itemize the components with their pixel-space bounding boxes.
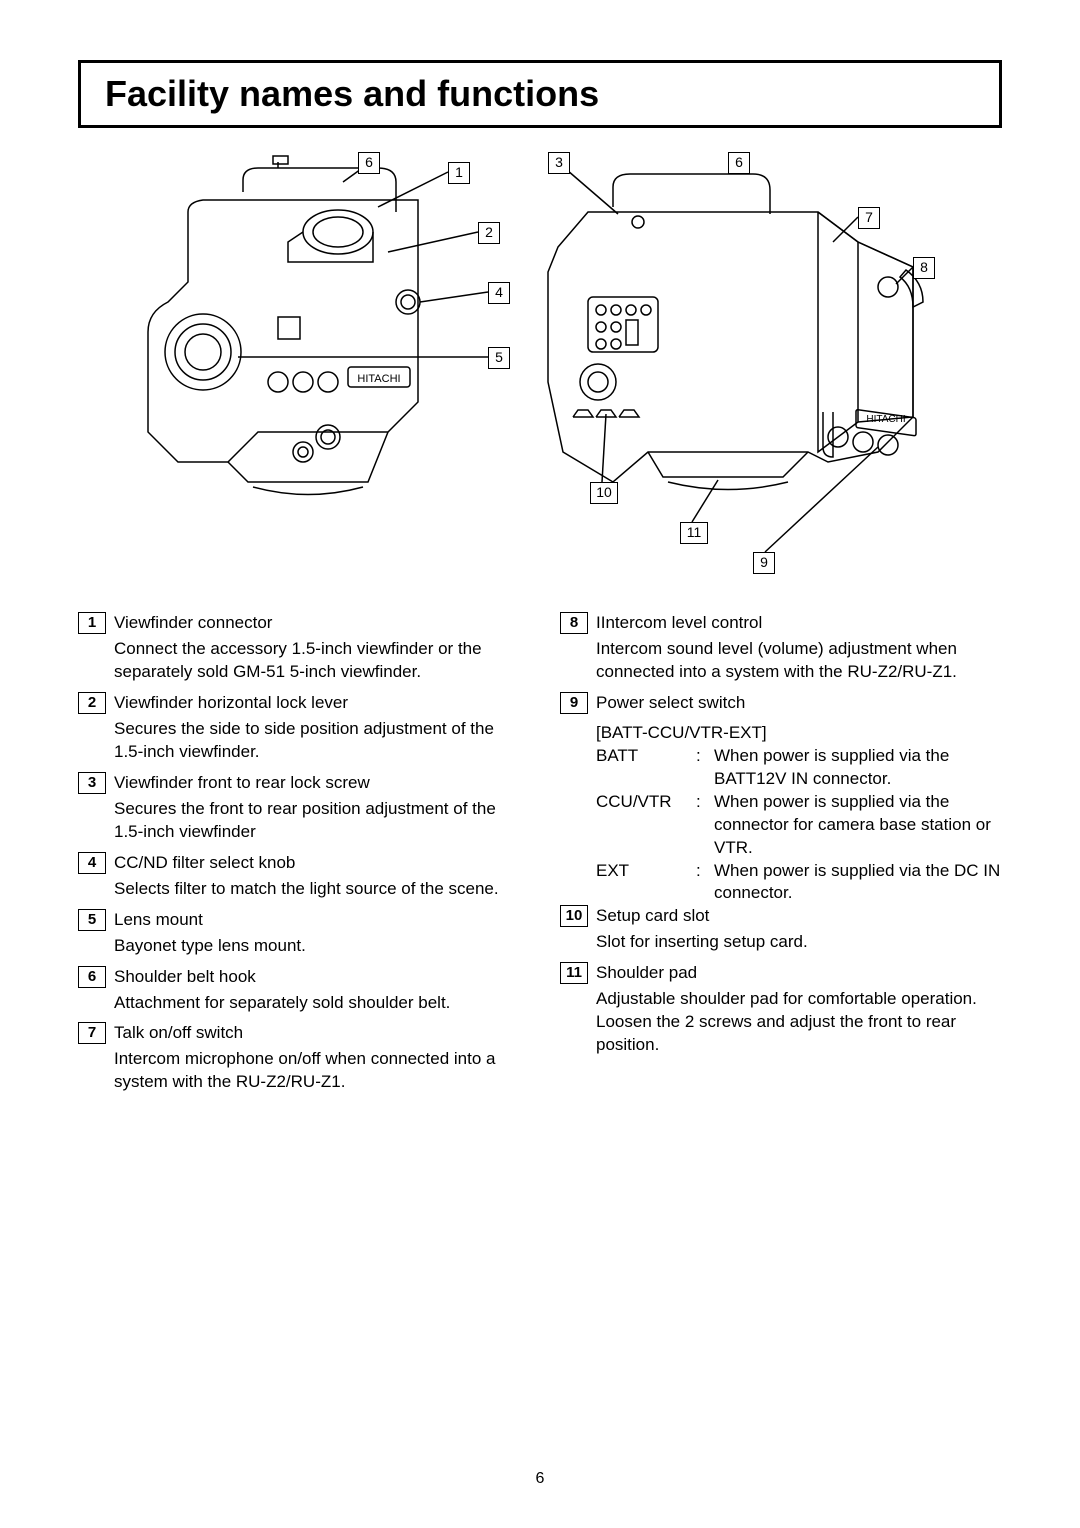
diagram-area: HITACHI 6 1 2 4 5 [78, 152, 1002, 572]
item-description: Bayonet type lens mount. [114, 935, 520, 958]
item-number-box: 2 [78, 692, 106, 714]
diagram-left: HITACHI 6 1 2 4 5 [78, 152, 508, 572]
item-number-box: 10 [560, 905, 588, 927]
callout-box: 6 [728, 152, 750, 174]
camera-right-svg: HITACHI [518, 152, 978, 572]
item-title: IIntercom level control [596, 612, 762, 634]
item-number-box: 6 [78, 966, 106, 988]
item: 5 Lens mount Bayonet type lens mount. [78, 909, 520, 958]
item-title: Setup card slot [596, 905, 709, 927]
callout-box: 7 [858, 207, 880, 229]
switch-row: BATT:When power is supplied via the BATT… [596, 745, 1002, 791]
item-title: Power select switch [596, 692, 745, 714]
item-title: CC/ND filter select knob [114, 852, 295, 874]
item: 10 Setup card slot Slot for inserting setu… [560, 905, 1002, 954]
switch-colon: : [696, 860, 714, 906]
item-number-box: 7 [78, 1022, 106, 1044]
item-title: Shoulder belt hook [114, 966, 256, 988]
svg-text:HITACHI: HITACHI [866, 414, 905, 425]
item: 3 Viewfinder front to rear lock screw Secu… [78, 772, 520, 844]
switch-row: EXT:When power is supplied via the DC IN… [596, 860, 1002, 906]
item-description: Selects filter to match the light source… [114, 878, 520, 901]
item: 1 Viewfinder connector Connect the accesso… [78, 612, 520, 684]
item-number-box: 1 [78, 612, 106, 634]
item-title: Lens mount [114, 909, 203, 931]
diagram-right: HITACHI [518, 152, 1002, 572]
switch-text: When power is supplied via the connector… [714, 791, 1002, 860]
item: 11 Shoulder pad Adjustable shoulder pad fo… [560, 962, 1002, 1057]
item-description: Attachment for separately sold shoulder … [114, 992, 520, 1015]
callout-box: 10 [590, 482, 618, 504]
switch-label: CCU/VTR [596, 791, 696, 860]
item-description: Intercom microphone on/off when connecte… [114, 1048, 520, 1094]
item-title: Talk on/off switch [114, 1022, 243, 1044]
item-number-box: 4 [78, 852, 106, 874]
item-description: Secures the front to rear position adjus… [114, 798, 520, 844]
item-title: Shoulder pad [596, 962, 697, 984]
callout-box: 5 [488, 347, 510, 369]
switch-label: EXT [596, 860, 696, 906]
callout-box: 11 [680, 522, 708, 544]
callout-box: 8 [913, 257, 935, 279]
callout-box: 3 [548, 152, 570, 174]
item-number-box: 11 [560, 962, 588, 984]
power-switch-block: [BATT-CCU/VTR-EXT]BATT:When power is sup… [596, 722, 1002, 906]
callout-box: 2 [478, 222, 500, 244]
page-number: 6 [0, 1470, 1080, 1488]
item: 8 IIntercom level control Intercom sound l… [560, 612, 1002, 684]
switch-text: When power is supplied via the BATT12V I… [714, 745, 1002, 791]
content-columns: 1 Viewfinder connector Connect the accesso… [78, 612, 1002, 1102]
switch-label: BATT [596, 745, 696, 791]
switch-colon: : [696, 791, 714, 860]
item-title: Viewfinder front to rear lock screw [114, 772, 370, 794]
svg-text:HITACHI: HITACHI [357, 373, 400, 385]
switch-header: [BATT-CCU/VTR-EXT] [596, 722, 1002, 745]
item: 9 Power select switch [560, 692, 1002, 714]
right-column: 8 IIntercom level control Intercom sound l… [560, 612, 1002, 1102]
item: 2 Viewfinder horizontal lock lever Secures… [78, 692, 520, 764]
camera-left-svg: HITACHI [78, 152, 508, 572]
item-description: Slot for inserting setup card. [596, 931, 1002, 954]
callout-box: 1 [448, 162, 470, 184]
item-description: Connect the accessory 1.5-inch viewfinde… [114, 638, 520, 684]
item-title: Viewfinder horizontal lock lever [114, 692, 348, 714]
item-number-box: 5 [78, 909, 106, 931]
item-number-box: 9 [560, 692, 588, 714]
left-column: 1 Viewfinder connector Connect the accesso… [78, 612, 520, 1102]
item: 7 Talk on/off switch Intercom microphone o… [78, 1022, 520, 1094]
switch-row: CCU/VTR:When power is supplied via the c… [596, 791, 1002, 860]
item-number-box: 8 [560, 612, 588, 634]
item-description: Intercom sound level (volume) adjustment… [596, 638, 1002, 684]
item: 6 Shoulder belt hook Attachment for separa… [78, 966, 520, 1015]
item-number-box: 3 [78, 772, 106, 794]
item-description: Secures the side to side position adjust… [114, 718, 520, 764]
callout-box: 9 [753, 552, 775, 574]
page-title: Facility names and functions [105, 73, 975, 115]
title-frame: Facility names and functions [78, 60, 1002, 128]
callout-box: 4 [488, 282, 510, 304]
callout-box: 6 [358, 152, 380, 174]
switch-text: When power is supplied via the DC IN con… [714, 860, 1002, 906]
item-description: Adjustable shoulder pad for comfortable … [596, 988, 1002, 1057]
item-title: Viewfinder connector [114, 612, 272, 634]
switch-colon: : [696, 745, 714, 791]
item: 4 CC/ND filter select knob Selects filter … [78, 852, 520, 901]
